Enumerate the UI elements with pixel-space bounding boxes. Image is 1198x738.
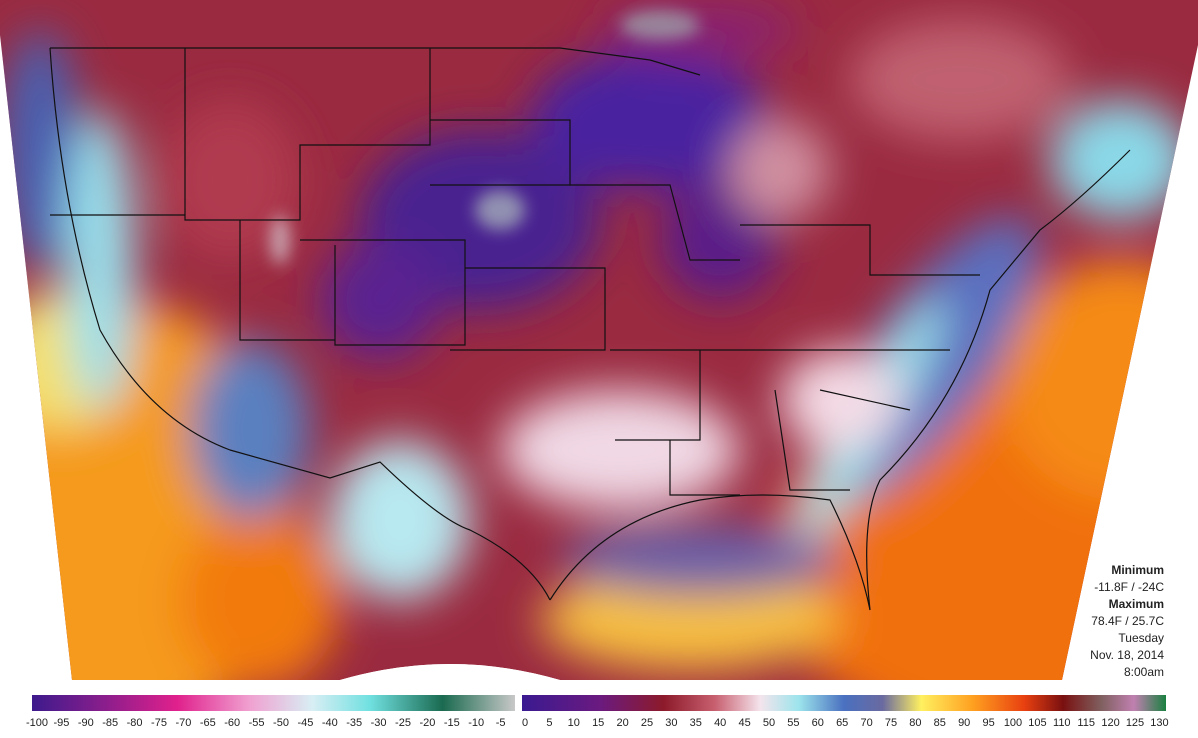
scale-tick-label: 10 — [568, 717, 580, 729]
scale-tick-label: -50 — [273, 717, 289, 729]
scale-tick-label: 75 — [885, 717, 897, 729]
date: Nov. 18, 2014 — [1090, 648, 1164, 662]
minimum-label: Minimum — [1111, 563, 1164, 577]
scale-tick-label: -25 — [395, 717, 411, 729]
scale-tick-label: -100 — [26, 717, 48, 729]
color-scale-ticks: -100 -95 -90 -85 -80 -75 -70 -65 -60 -55 -50 -45 -40… — [26, 717, 1169, 729]
scale-tick-label: 45 — [738, 717, 750, 729]
scale-tick-label: -80 — [127, 717, 143, 729]
day: Tuesday — [1118, 631, 1164, 645]
scale-tick-label: -30 — [371, 717, 387, 729]
scale-tick-label: 15 — [592, 717, 604, 729]
scale-tick-label: -35 — [346, 717, 362, 729]
scale-tick-label: 35 — [690, 717, 702, 729]
state-borders — [49, 47, 1131, 611]
scale-tick-label: -95 — [53, 717, 69, 729]
scale-tick-label: 100 — [1004, 717, 1022, 729]
scale-tick-label: -15 — [444, 717, 460, 729]
scale-tick-label: 130 — [1150, 717, 1168, 729]
scale-tick-label: -75 — [151, 717, 167, 729]
scale-tick-label: 95 — [982, 717, 994, 729]
scale-tick-label: -85 — [102, 717, 118, 729]
scale-tick-label: 90 — [958, 717, 970, 729]
scale-tick-label: 125 — [1126, 717, 1144, 729]
scale-tick-label: 25 — [641, 717, 653, 729]
scale-tick-label: 115 — [1077, 717, 1095, 729]
scale-tick-label: -45 — [297, 717, 313, 729]
scale-tick-label: -65 — [200, 717, 216, 729]
scale-tick-label: -20 — [419, 717, 435, 729]
scale-tick-label: 65 — [836, 717, 848, 729]
scale-tick-label: -60 — [224, 717, 240, 729]
scale-tick-label: 60 — [812, 717, 824, 729]
scale-tick-label: 20 — [616, 717, 628, 729]
scale-tick-label: -55 — [249, 717, 265, 729]
scale-tick-label: -90 — [78, 717, 94, 729]
scale-tick-label: 40 — [714, 717, 726, 729]
info-panel: Minimum -11.8F / -24C Maximum 78.4F / 25… — [1090, 563, 1164, 679]
scale-tick-label: -5 — [496, 717, 506, 729]
scale-tick-label: -40 — [322, 717, 338, 729]
scale-tick-label: 85 — [934, 717, 946, 729]
maximum-value: 78.4F / 25.7C — [1091, 614, 1164, 628]
scale-tick-label: 0 — [522, 717, 528, 729]
scale-tick-label: 55 — [787, 717, 799, 729]
scale-tick-label: 110 — [1053, 717, 1071, 729]
minimum-value: -11.8F / -24C — [1094, 580, 1164, 594]
scale-tick-label: 50 — [763, 717, 775, 729]
maximum-label: Maximum — [1109, 597, 1164, 611]
color-scale-negative — [32, 695, 515, 711]
scale-tick-label: 5 — [546, 717, 552, 729]
color-scale-positive — [522, 695, 1166, 711]
scale-tick-label: 30 — [665, 717, 677, 729]
scale-tick-label: 80 — [909, 717, 921, 729]
scale-tick-label: 120 — [1101, 717, 1119, 729]
time: 8:00am — [1124, 665, 1164, 679]
scale-tick-label: 70 — [860, 717, 872, 729]
map-edge — [340, 664, 560, 680]
scale-tick-label: 105 — [1028, 717, 1046, 729]
scale-tick-label: -70 — [175, 717, 191, 729]
scale-tick-label: -10 — [468, 717, 484, 729]
